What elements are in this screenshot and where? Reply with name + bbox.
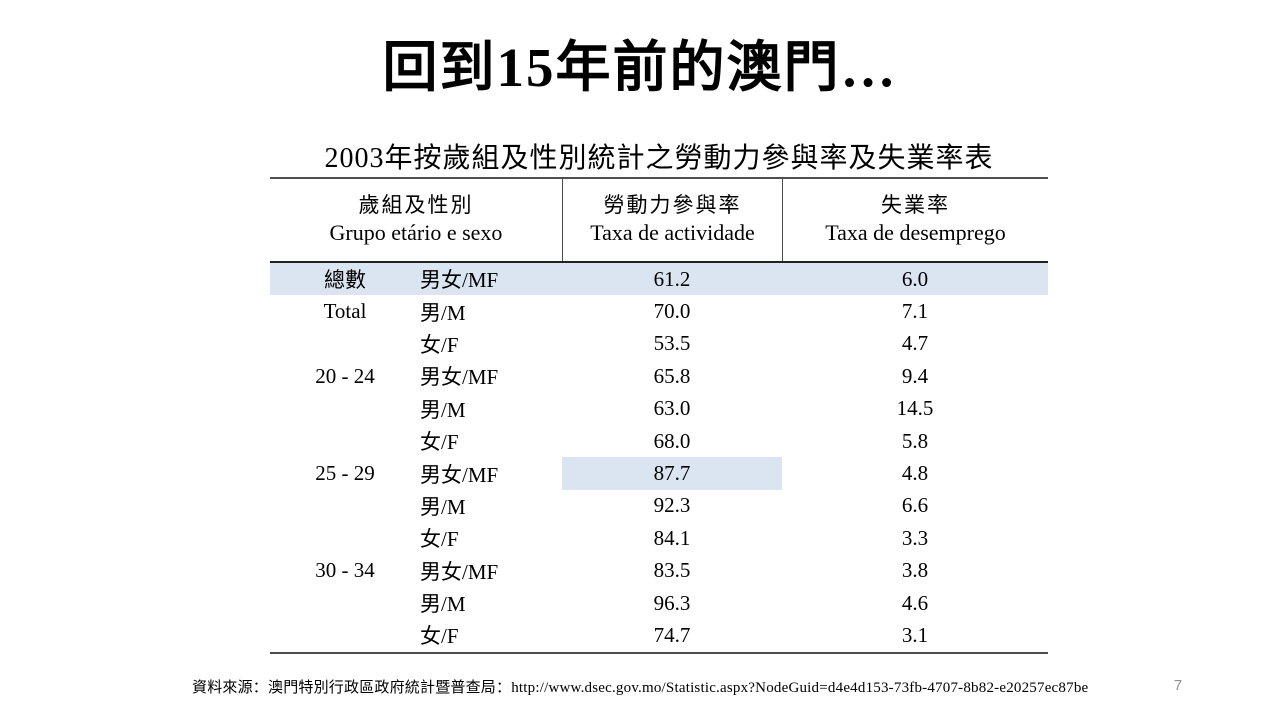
sex-cell: 男/M xyxy=(420,494,466,519)
activity-rate-cell: 84.1 xyxy=(653,525,691,550)
activity-rate-cell: 68.0 xyxy=(653,428,691,453)
activity-rate-cell: 96.3 xyxy=(653,590,691,615)
sex-cell: 男/M xyxy=(420,592,466,617)
slide-title: 回到15年前的澳門… xyxy=(382,37,898,98)
activity-rate-cell: 61.2 xyxy=(653,266,691,291)
age-group-cell: 總數 xyxy=(324,268,366,293)
sex-cell: 男女/MF xyxy=(420,462,499,487)
unemployment-rate-cell: 3.3 xyxy=(901,525,929,550)
sex-cell: 女/F xyxy=(420,624,459,649)
unemployment-rate-cell: 3.1 xyxy=(901,622,929,647)
table-row: 30 - 34 男女/MF 83.5 3.8 xyxy=(270,555,1048,587)
age-group-cell xyxy=(270,425,420,457)
table-row: 20 - 24 男女/MF 65.8 9.4 xyxy=(270,360,1048,392)
table-row: 25 - 29 男女/MF 87.7 4.8 xyxy=(270,457,1048,490)
unemployment-rate-cell: 9.4 xyxy=(901,363,929,388)
activity-rate-cell: 70.0 xyxy=(653,299,691,324)
sex-cell: 男女/MF xyxy=(420,268,499,293)
unemployment-rate-cell: 7.1 xyxy=(901,299,929,324)
sex-cell: 男/M xyxy=(420,300,466,325)
unemployment-rate-cell: 6.6 xyxy=(901,493,929,518)
page-number: 7 xyxy=(1173,677,1183,694)
unemployment-rate-cell: 14.5 xyxy=(896,396,934,421)
age-group-cell xyxy=(270,393,420,425)
header-unemployment-rate-zh: 失業率 xyxy=(881,193,950,218)
table-row: 男/M 63.0 14.5 xyxy=(270,393,1048,425)
table-row: Total 男/M 70.0 7.1 xyxy=(270,295,1048,327)
sex-cell: 男女/MF xyxy=(420,365,499,390)
age-group-cell xyxy=(270,619,420,651)
table-row: 總數 男女/MF 61.2 6.0 xyxy=(270,263,1048,296)
activity-rate-cell: 74.7 xyxy=(653,622,691,647)
table-row: 男/M 96.3 4.6 xyxy=(270,587,1048,619)
header-age-sex-zh: 歲組及性別 xyxy=(358,193,474,218)
unemployment-rate-cell: 4.8 xyxy=(901,461,929,486)
header-age-sex-pt: Grupo etário e sexo xyxy=(329,220,503,246)
unemployment-rate-cell: 3.8 xyxy=(901,558,929,583)
table-row: 女/F 84.1 3.3 xyxy=(270,522,1048,554)
header-unemployment-rate: 失業率 Taxa de desemprego xyxy=(782,179,1048,261)
sex-cell: 女/F xyxy=(420,430,459,455)
table-row: 女/F 68.0 5.8 xyxy=(270,425,1048,457)
activity-rate-cell: 92.3 xyxy=(653,493,691,518)
age-group-cell: Total xyxy=(323,299,367,324)
statistics-table: 歲組及性別 Grupo etário e sexo 勞動力參與率 Taxa de… xyxy=(270,177,1048,654)
age-group-cell xyxy=(270,522,420,554)
age-group-cell: 20 - 24 xyxy=(315,363,375,388)
activity-rate-cell: 83.5 xyxy=(653,558,691,583)
activity-rate-cell: 87.7 xyxy=(562,457,782,490)
activity-rate-cell: 65.8 xyxy=(653,363,691,388)
age-group-cell xyxy=(270,587,420,619)
table-title: 2003年按歲組及性別統計之勞動力參與率及失業率表 xyxy=(324,143,994,174)
unemployment-rate-cell: 4.7 xyxy=(901,331,929,356)
activity-rate-cell: 53.5 xyxy=(653,331,691,356)
header-activity-rate-zh: 勞動力參與率 xyxy=(603,193,742,218)
source-label: 資料來源：澳門特別行政區政府統計暨普查局： xyxy=(192,680,512,696)
table-body: 總數 男女/MF 61.2 6.0 Total 男/M 70.0 7.1 女/F… xyxy=(270,263,1048,652)
table-header-row: 歲組及性別 Grupo etário e sexo 勞動力參與率 Taxa de… xyxy=(270,179,1048,263)
sex-cell: 女/F xyxy=(420,527,459,552)
sex-cell: 男/M xyxy=(420,397,466,422)
header-activity-rate-pt: Taxa de actividade xyxy=(590,220,755,246)
unemployment-rate-cell: 5.8 xyxy=(901,428,929,453)
header-age-sex: 歲組及性別 Grupo etário e sexo xyxy=(270,179,562,261)
unemployment-rate-cell: 6.0 xyxy=(901,266,929,291)
header-activity-rate: 勞動力參與率 Taxa de actividade xyxy=(562,179,782,261)
source-url: http://www.dsec.gov.mo/Statistic.aspx?No… xyxy=(511,680,1089,696)
age-group-cell: 30 - 34 xyxy=(315,558,375,583)
sex-cell: 女/F xyxy=(420,332,459,357)
unemployment-rate-cell: 4.6 xyxy=(901,590,929,615)
table-row: 女/F 74.7 3.1 xyxy=(270,619,1048,651)
table-row: 女/F 53.5 4.7 xyxy=(270,328,1048,360)
header-unemployment-rate-pt: Taxa de desemprego xyxy=(825,220,1006,246)
activity-rate-cell: 63.0 xyxy=(653,396,691,421)
source-note: 資料來源：澳門特別行政區政府統計暨普查局：http://www.dsec.gov… xyxy=(192,676,1088,697)
age-group-cell xyxy=(270,328,420,360)
age-group-cell: 25 - 29 xyxy=(315,461,375,486)
sex-cell: 男女/MF xyxy=(420,559,499,584)
age-group-cell xyxy=(270,490,420,522)
table-row: 男/M 92.3 6.6 xyxy=(270,490,1048,522)
